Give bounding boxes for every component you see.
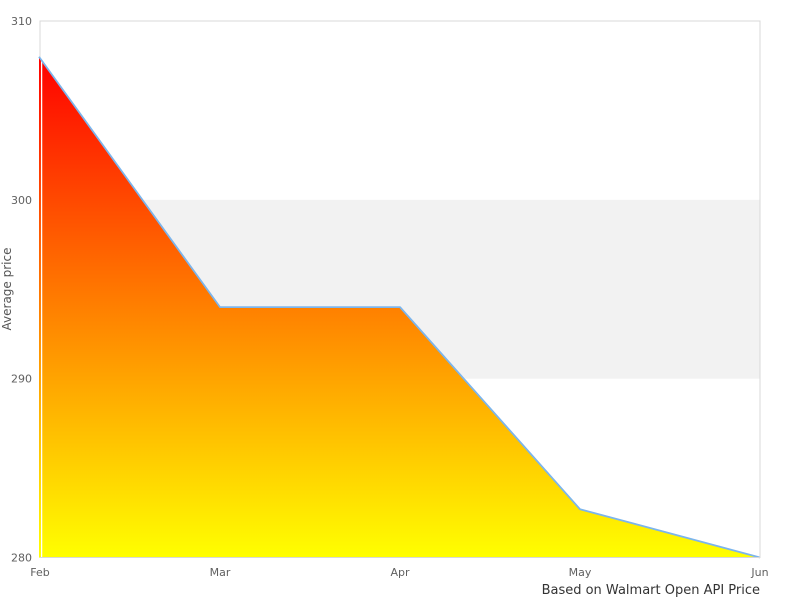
- y-axis-title: Average price: [0, 248, 14, 331]
- chart-caption: Based on Walmart Open API Price: [542, 583, 760, 598]
- y-tick-label: 290: [11, 373, 32, 386]
- price-line-series: [38, 56, 761, 559]
- y-tick-label: 280: [11, 552, 32, 565]
- x-tick-label: Apr: [390, 566, 410, 579]
- x-tick-label: Feb: [30, 566, 49, 579]
- y-tick-label: 310: [11, 15, 32, 28]
- x-tick-label: Jun: [750, 566, 768, 579]
- x-tick-label: May: [569, 566, 592, 579]
- x-tick-label: Mar: [210, 566, 231, 579]
- y-tick-label: 300: [11, 194, 32, 207]
